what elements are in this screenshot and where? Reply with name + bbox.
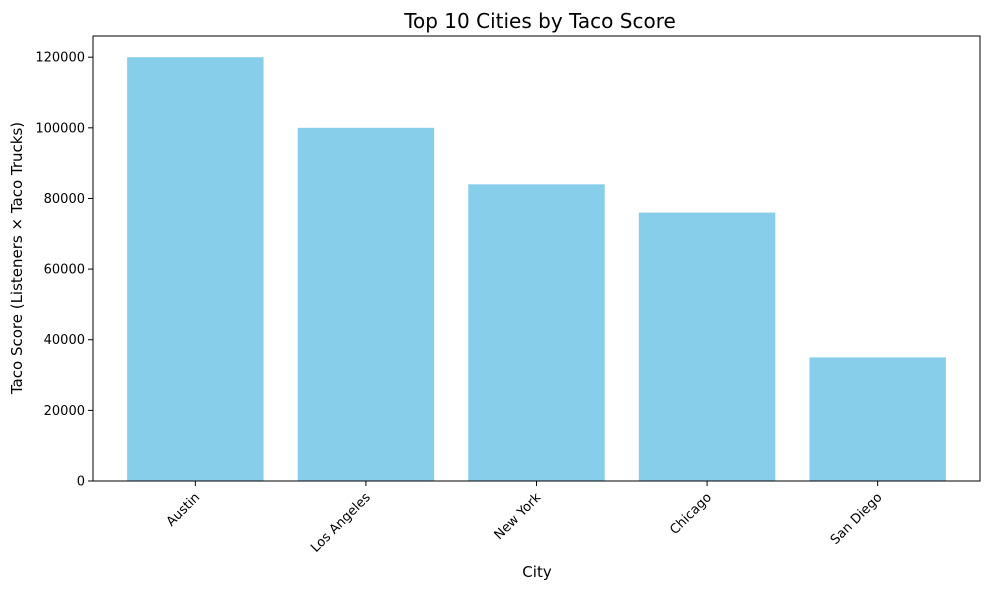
x-axis-ticks: Austin Los Angeles New York Chicago San Dieg… <box>164 481 886 556</box>
y-tick-label: 100000 <box>35 121 85 136</box>
plot-area-frame <box>92 35 981 482</box>
chart-title: Top 10 Cities by Taco Score <box>403 9 676 33</box>
bar-austin <box>127 57 264 481</box>
y-tick-label: 120000 <box>35 51 85 66</box>
x-tick-label: Austin <box>164 490 203 529</box>
y-axis-label: Taco Score (Listeners × Taco Trucks) <box>8 122 26 395</box>
x-axis-label: City <box>522 563 552 581</box>
y-tick-label: 80000 <box>44 192 85 207</box>
y-tick-label: 20000 <box>44 404 85 419</box>
y-tick-label: 60000 <box>44 263 85 278</box>
y-axis-ticks: 0 20000 40000 60000 80000 100000 120000 <box>35 51 93 490</box>
bar-los-angeles <box>297 127 435 482</box>
x-tick-label: New York <box>492 490 545 543</box>
bar-new-york <box>468 184 605 482</box>
x-tick-label: San Diego <box>828 490 886 548</box>
x-tick-label: Chicago <box>667 490 715 538</box>
x-tick-label: Los Angeles <box>308 490 374 556</box>
y-tick-label: 40000 <box>44 333 85 348</box>
bar-chicago <box>638 212 776 482</box>
bar-san-diego <box>809 357 946 481</box>
y-tick-label: 0 <box>77 475 85 490</box>
bars-group <box>127 57 946 482</box>
